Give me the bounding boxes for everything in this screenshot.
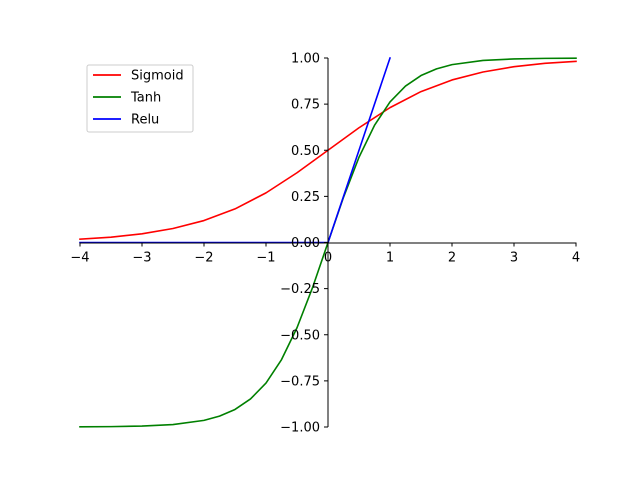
legend-box: [86, 64, 194, 133]
x-tick-label: 2: [448, 251, 456, 266]
legend: Sigmoid Tanh Relu: [86, 64, 194, 133]
ticks: −4 −3 −2 −1 0 1 2 3 4 −1.00 −0.75 −0.50 −0.25 0.00 0.2…: [70, 52, 580, 436]
y-tick-label: 1.00: [291, 52, 320, 67]
x-tick-label: −4: [70, 251, 89, 266]
y-tick-label: −0.25: [280, 282, 320, 297]
x-tick-label: −2: [194, 251, 213, 266]
legend-label-tanh: Tanh: [130, 91, 161, 106]
y-tick-label: −1.00: [280, 421, 320, 436]
y-tick-label: 0.50: [291, 144, 320, 159]
y-tick-label: −0.50: [280, 328, 320, 343]
x-tick-label: −3: [132, 251, 151, 266]
x-tick-label: −1: [256, 251, 275, 266]
y-tick-label: 0.75: [291, 98, 320, 113]
x-tick-label: 3: [510, 251, 518, 266]
legend-label-relu: Relu: [131, 113, 159, 128]
y-tick-label: 0.25: [291, 190, 320, 205]
y-tick-label: 0.00: [291, 236, 320, 251]
x-tick-label: 4: [572, 251, 580, 266]
x-tick-label: 1: [386, 251, 394, 266]
x-tick-label: 0: [324, 251, 332, 266]
legend-label-sigmoid: Sigmoid: [131, 69, 184, 84]
y-tick-label: −0.75: [280, 374, 320, 389]
